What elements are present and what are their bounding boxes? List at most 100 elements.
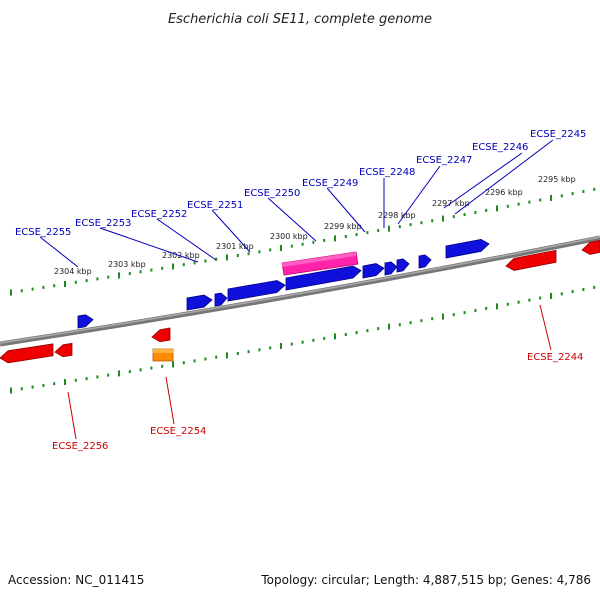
- gene-label-ecse-2250: ECSE_2250: [244, 188, 300, 199]
- ruler-major-tick: [496, 303, 498, 310]
- ruler-dot: [474, 211, 477, 214]
- ruler-dot: [582, 288, 585, 291]
- ruler-dot: [20, 289, 23, 293]
- ruler-dot: [236, 254, 239, 257]
- ruler-dot: [312, 338, 315, 342]
- ruler-dot: [366, 329, 369, 333]
- ruler-dot: [31, 385, 34, 389]
- ruler-dot: [215, 355, 218, 359]
- forward-gene-arrow: [285, 265, 362, 291]
- forward-gene-arrow: [214, 292, 228, 307]
- leader-line: [454, 139, 554, 215]
- ruler-dot: [150, 366, 153, 370]
- ruler-major-tick: [10, 387, 12, 394]
- ruler-dot: [269, 346, 272, 350]
- ruler-major-tick: [64, 281, 66, 287]
- gene-label-ecse-2246: ECSE_2246: [472, 142, 528, 153]
- ruler-major-tick: [388, 323, 390, 330]
- ruler-dot: [593, 187, 596, 191]
- ruler-dot: [236, 352, 239, 355]
- ruler-dot: [398, 323, 401, 327]
- ruler-major-tick: [550, 194, 552, 201]
- genome-backbone-highlight: [0, 236, 600, 344]
- leader-line: [443, 152, 523, 209]
- forward-gene-arrow: [445, 238, 490, 259]
- ruler-dot: [409, 321, 412, 325]
- ruler-dot: [420, 319, 423, 323]
- ruler-dot: [355, 233, 358, 237]
- forward-gene-arrow: [362, 263, 385, 279]
- ruler-dot: [193, 359, 196, 363]
- ruler-dot: [312, 240, 315, 244]
- orange-gene-block-shade: [153, 349, 173, 353]
- ruler-dot: [377, 327, 380, 331]
- ruler-dot: [53, 382, 56, 386]
- ruler-dot: [571, 192, 574, 196]
- genome-backbone: [0, 235, 600, 347]
- gene-label-ecse-2256: ECSE_2256: [52, 441, 108, 452]
- forward-gene-arrow: [418, 254, 432, 269]
- leader-line: [39, 236, 79, 268]
- rna-gene-block-shade: [282, 252, 356, 267]
- ruler-dot: [366, 231, 369, 235]
- other-gene: [152, 348, 174, 362]
- ruler-dot: [517, 300, 520, 304]
- ruler-dot: [431, 317, 434, 321]
- reverse-gene-labels: ECSE_2244 ECSE_2254 ECSE_2256: [52, 352, 583, 452]
- leader-line: [267, 197, 317, 242]
- ruler-dot: [463, 213, 466, 217]
- lower-ruler: [10, 285, 596, 394]
- tick-label-2300: 2300 kbp: [270, 232, 308, 241]
- forward-gene-labels: ECSE_2245 ECSE_2246 ECSE_2247 ECSE_2248 …: [15, 129, 586, 238]
- ruler-major-tick: [172, 361, 174, 368]
- ruler-major-tick: [496, 205, 498, 212]
- ruler-dot: [582, 190, 585, 193]
- forward-genes: [77, 238, 490, 329]
- ruler-dot: [506, 204, 509, 208]
- ruler-dot: [247, 252, 250, 256]
- gene-label-ecse-2252: ECSE_2252: [131, 209, 187, 220]
- ruler-dot: [204, 357, 207, 361]
- ruler-dot: [409, 223, 412, 227]
- ruler-dot: [506, 302, 509, 306]
- ruler-dot: [431, 219, 434, 223]
- ruler-major-tick: [550, 292, 552, 299]
- ruler-dot: [107, 275, 110, 279]
- ruler-dot: [161, 266, 164, 270]
- forward-gene-arrow: [186, 294, 213, 311]
- reverse-genes: [0, 239, 600, 364]
- reverse-gene-arrow: [54, 342, 73, 358]
- ruler-dot: [258, 348, 261, 352]
- ruler-major-tick: [118, 272, 120, 279]
- ruler-dot: [560, 292, 563, 296]
- ruler-dot: [193, 261, 196, 265]
- rna-gene: [281, 251, 359, 276]
- ruler-dot: [593, 285, 596, 289]
- ruler-dot: [96, 277, 99, 281]
- forward-gene-arrow: [396, 258, 410, 273]
- ruler-major-tick: [280, 245, 282, 251]
- leader-line: [67, 391, 77, 440]
- ruler-dot: [20, 387, 23, 391]
- ruler-dot: [128, 370, 131, 374]
- gene-label-ecse-2255: ECSE_2255: [15, 227, 71, 238]
- ruler-dot: [161, 364, 164, 368]
- ruler-major-tick: [388, 225, 390, 232]
- ruler-dot: [463, 311, 466, 315]
- ruler-dot: [139, 270, 142, 274]
- ruler-dot: [571, 290, 574, 294]
- ruler-dot: [215, 257, 218, 261]
- ruler-dot: [355, 331, 358, 335]
- forward-gene-arrow: [77, 314, 94, 329]
- reverse-gene-arrow: [151, 327, 171, 343]
- ruler-dot: [182, 263, 185, 267]
- gene-label-ecse-2253: ECSE_2253: [75, 218, 131, 229]
- ruler-major-tick: [226, 352, 228, 359]
- ruler-dot: [420, 221, 423, 225]
- ruler-dot: [323, 238, 326, 242]
- ruler-dot: [474, 309, 477, 312]
- gene-label-ecse-2251: ECSE_2251: [187, 200, 243, 211]
- forward-gene-arrow: [384, 261, 398, 276]
- ruler-dot: [258, 250, 261, 254]
- leader-line: [99, 227, 199, 263]
